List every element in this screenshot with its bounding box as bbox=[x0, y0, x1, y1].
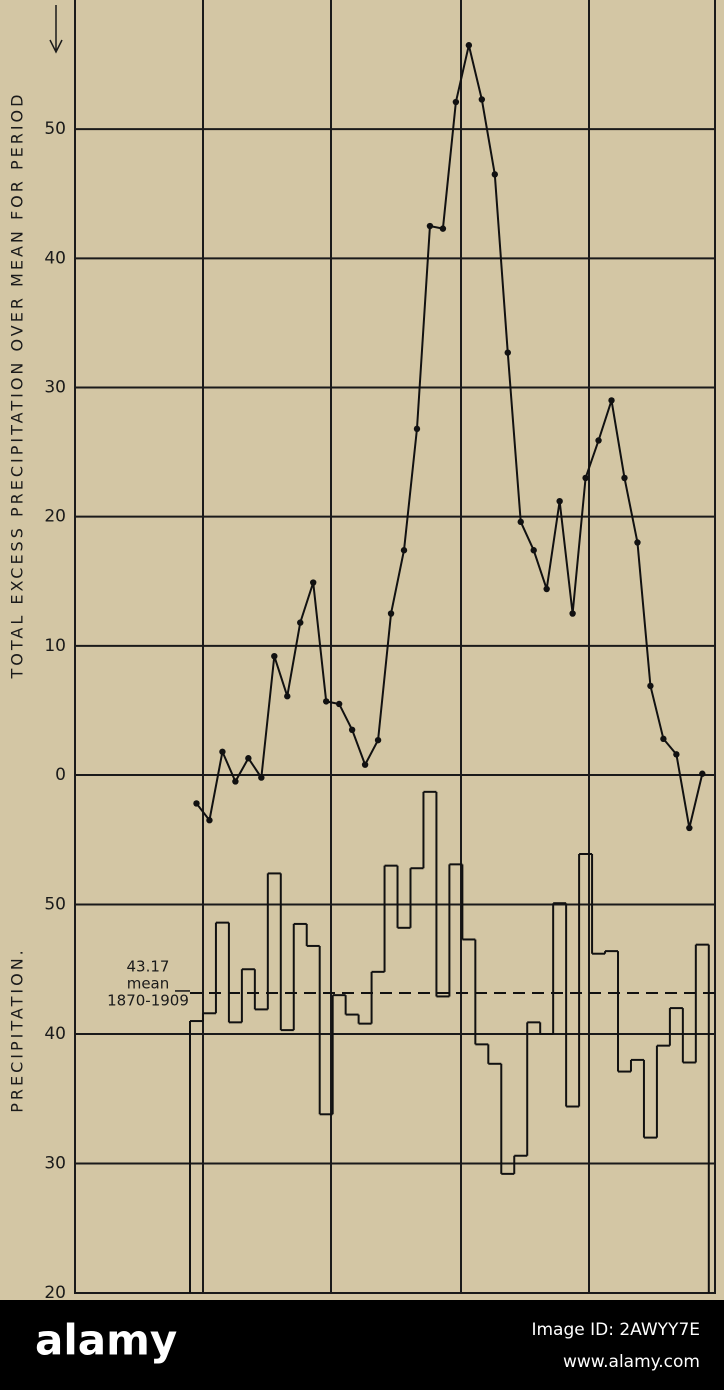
data-point bbox=[426, 222, 434, 230]
data-point bbox=[647, 682, 654, 690]
data-point bbox=[543, 585, 550, 593]
data-point bbox=[245, 755, 252, 762]
data-point bbox=[400, 547, 408, 554]
y-tick-label: 30 bbox=[44, 1154, 66, 1174]
y-tick-label: 40 bbox=[44, 248, 66, 268]
data-point bbox=[504, 349, 511, 356]
data-point bbox=[297, 619, 304, 626]
data-point bbox=[595, 437, 602, 444]
y-axis-label: PRECIPITATION. bbox=[8, 947, 27, 1113]
data-point bbox=[621, 474, 628, 482]
data-point bbox=[582, 474, 589, 482]
mean-value: 43.17 bbox=[127, 957, 170, 975]
data-point bbox=[193, 800, 200, 807]
data-point bbox=[361, 761, 369, 768]
y-tick-label: 50 bbox=[44, 895, 66, 915]
data-point bbox=[439, 225, 447, 232]
footer-band bbox=[0, 1300, 724, 1390]
data-point bbox=[335, 700, 343, 708]
y-tick-label: 30 bbox=[44, 378, 66, 398]
data-point bbox=[387, 610, 395, 617]
data-point bbox=[413, 425, 421, 433]
data-point bbox=[608, 397, 615, 404]
data-point bbox=[374, 736, 382, 744]
mean-label: mean bbox=[127, 974, 170, 992]
data-point bbox=[348, 726, 356, 734]
data-point bbox=[517, 518, 524, 526]
footer: alamy Image ID: 2AWYY7E www.alamy.com bbox=[0, 1300, 724, 1390]
data-point bbox=[569, 610, 576, 617]
y-tick-label: 10 bbox=[44, 636, 66, 656]
background bbox=[0, 0, 724, 1300]
data-point bbox=[258, 774, 265, 781]
data-point bbox=[271, 652, 278, 660]
data-point bbox=[634, 539, 641, 546]
site: www.alamy.com bbox=[563, 1352, 700, 1372]
y-axis-label: TOTAL EXCESS PRECIPITATION OVER MEAN FOR… bbox=[8, 92, 27, 680]
data-point bbox=[310, 579, 317, 586]
data-point bbox=[673, 751, 680, 758]
data-point bbox=[491, 171, 498, 178]
data-point bbox=[322, 698, 330, 705]
y-tick-label: 40 bbox=[44, 1024, 66, 1044]
data-point bbox=[219, 748, 226, 755]
data-point bbox=[699, 770, 706, 777]
y-tick-label: 0 bbox=[55, 765, 66, 785]
image-id: Image ID: 2AWYY7E bbox=[531, 1320, 700, 1340]
data-point bbox=[530, 547, 537, 554]
data-point bbox=[478, 96, 486, 103]
data-point bbox=[686, 824, 693, 832]
logo: alamy bbox=[35, 1316, 177, 1365]
data-line bbox=[195, 44, 704, 829]
data-point bbox=[284, 693, 291, 700]
data-point bbox=[452, 98, 460, 106]
arrow bbox=[49, 5, 63, 54]
y-tick-label: 20 bbox=[44, 507, 66, 527]
y-tick-label: 50 bbox=[44, 119, 66, 139]
data-point bbox=[660, 735, 667, 743]
data-point bbox=[465, 42, 473, 49]
data-point bbox=[556, 497, 563, 505]
y-tick-label: 20 bbox=[44, 1283, 66, 1303]
data-point bbox=[206, 817, 213, 824]
mean-label: 1870-1909 bbox=[107, 991, 189, 1009]
data-point bbox=[232, 778, 239, 785]
